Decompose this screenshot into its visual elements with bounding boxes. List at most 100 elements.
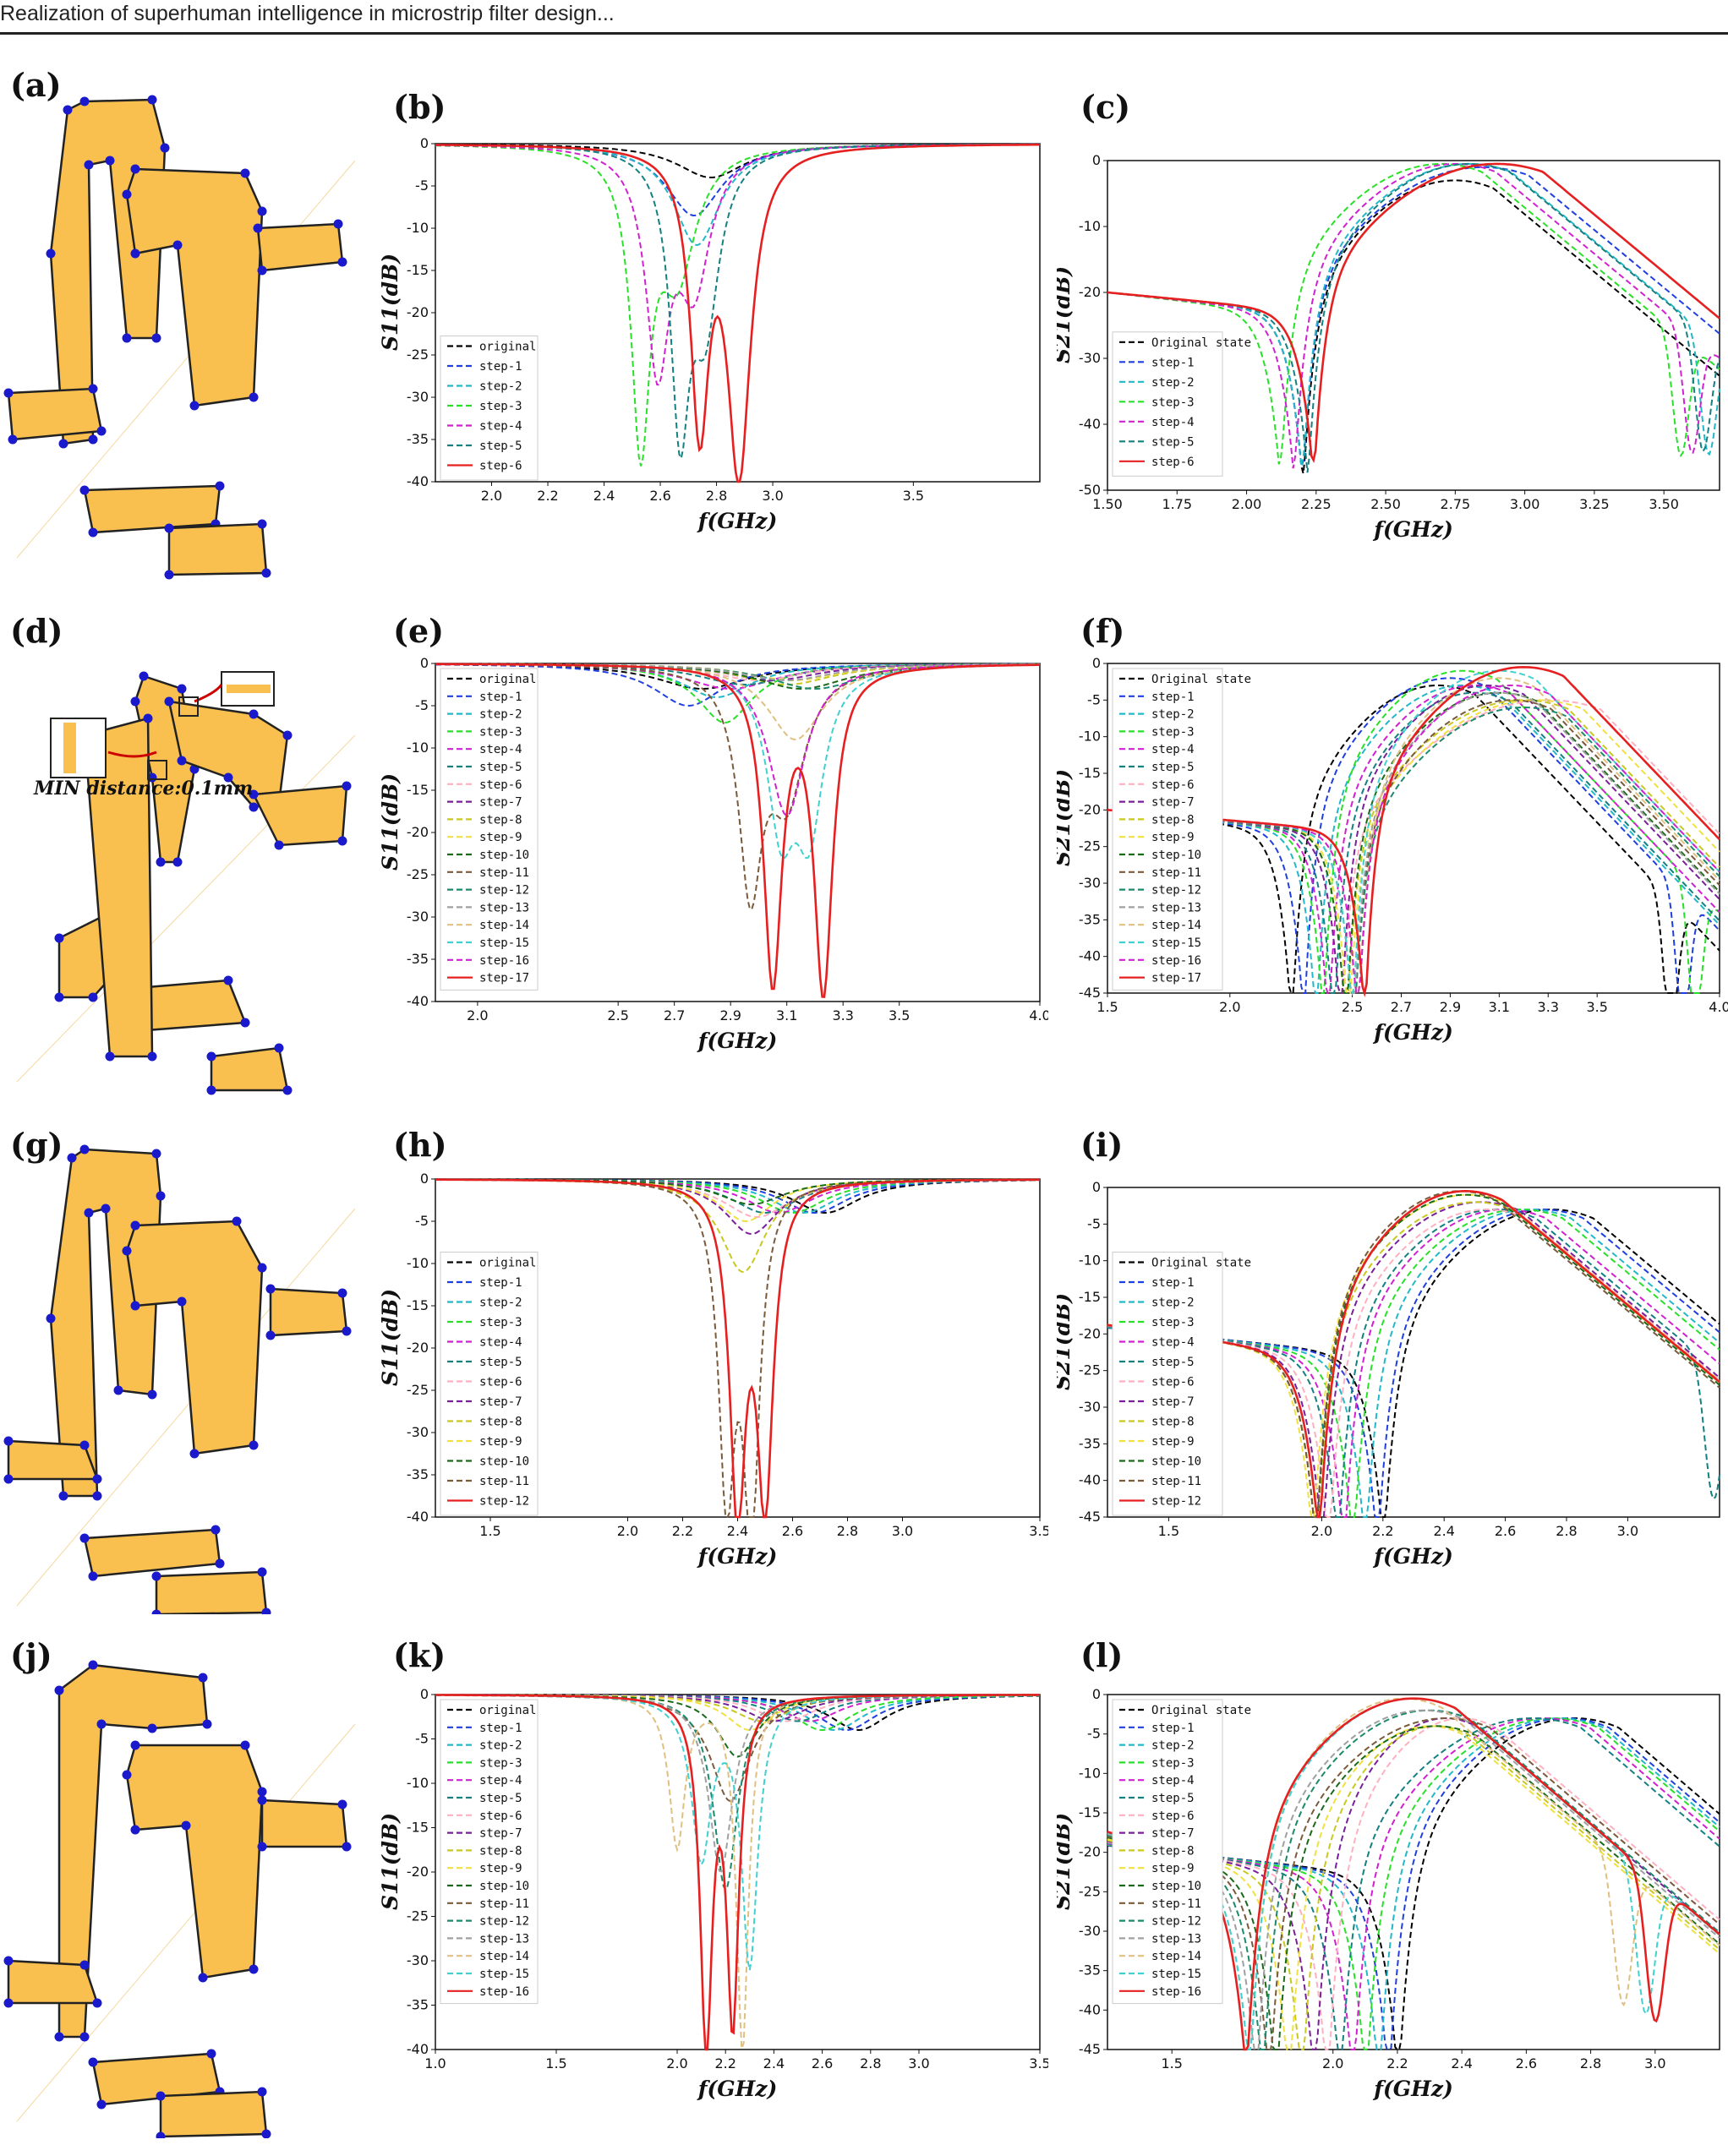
x-tick-label: 2.5	[1342, 999, 1363, 1015]
y-tick-label: -15	[407, 1820, 429, 1836]
layout-vertex	[92, 1474, 102, 1484]
layout-d-shapes	[16, 671, 356, 1095]
y-tick-label: -20	[1079, 284, 1101, 300]
legend: Original state step-1 step-2 step-3 step-4 st…	[1112, 1699, 1251, 2005]
layout-vertex	[92, 1998, 102, 2008]
legend-entry: step-6	[1151, 778, 1195, 792]
layout-vertex	[54, 992, 64, 1002]
y-tick-label: -5	[415, 697, 429, 713]
x-tick-label: 2.0	[666, 2055, 687, 2071]
x-tick-label: 3.1	[1489, 999, 1510, 1015]
layout-vertex	[58, 439, 68, 449]
legend-entry: step-1	[479, 1722, 522, 1735]
x-tick-label: 2.6	[1495, 1523, 1516, 1539]
series-step-3	[1107, 162, 1720, 465]
x-axis-label: f(GHz)	[697, 1029, 778, 1053]
layout-vertex	[257, 1567, 267, 1577]
legend-entry: original	[479, 341, 536, 354]
legend-entry: step-10	[479, 849, 529, 862]
x-tick-label: 3.0	[908, 2055, 929, 2071]
legend-entry: step-7	[479, 796, 522, 810]
y-axis-label: S11(dB)	[378, 254, 402, 351]
y-tick-label: -35	[407, 431, 429, 447]
y-axis-label: S21(dB)	[1057, 266, 1075, 363]
series-step-9	[435, 1694, 1040, 1732]
layout-segment	[7, 387, 103, 441]
series-step-15	[435, 663, 1040, 860]
layout-vertex	[189, 401, 200, 411]
layout-vertex	[249, 392, 259, 402]
y-tick-label: -40	[407, 1509, 429, 1525]
layout-vertex	[232, 1216, 242, 1226]
panel-label-d: (d)	[10, 612, 63, 650]
layout-j	[3, 1660, 356, 2138]
legend-entry: step-11	[479, 1475, 529, 1488]
x-tick-label: 3.3	[832, 1007, 853, 1023]
series-step-5	[435, 1694, 1040, 1722]
legend-entry: step-6	[479, 460, 522, 473]
y-tick-label: -40	[1079, 2001, 1101, 2017]
layout-vertex	[240, 1018, 250, 1028]
layout-vertex	[156, 2091, 166, 2101]
series-step-11	[435, 663, 1040, 911]
x-tick-label: 1.5	[1161, 2055, 1182, 2071]
x-tick-label: 2.0	[1311, 1523, 1332, 1539]
layout-vertex	[130, 696, 140, 707]
layout-vertex	[215, 481, 225, 491]
x-tick-label: 2.8	[1580, 2055, 1601, 2071]
legend-entry: step-3	[1151, 1756, 1195, 1770]
legend-box	[440, 336, 539, 481]
layout-vertex	[172, 857, 183, 867]
layout-segment	[83, 1528, 221, 1578]
x-tick-label: 3.0	[762, 488, 783, 504]
y-tick-label: 0	[1092, 1179, 1101, 1195]
layout-vertex	[202, 1719, 212, 1729]
legend-entry: step-1	[479, 360, 522, 374]
layout-segment	[210, 1046, 289, 1092]
y-tick-label: 0	[420, 135, 429, 151]
legend-entry: step-12	[479, 1495, 529, 1509]
legend-entry: original	[479, 673, 536, 686]
layout-vertex	[249, 1440, 259, 1450]
x-tick-label: 2.5	[607, 1007, 628, 1023]
x-tick-label: 3.5	[903, 488, 924, 504]
layout-segment	[167, 522, 268, 576]
y-tick-label: -20	[1079, 1844, 1101, 1860]
layout-vertex	[257, 1787, 267, 1797]
layout-segment	[269, 1287, 348, 1337]
y-tick-label: -10	[1079, 1253, 1101, 1269]
legend-box	[1112, 1699, 1223, 2005]
legend-entry: step-13	[1151, 1932, 1201, 1946]
layout-vertex	[88, 527, 98, 538]
y-tick-label: -25	[407, 1382, 429, 1398]
layout-vertex	[206, 1051, 216, 1062]
x-axis-label: f(GHz)	[697, 2077, 778, 2101]
legend-entry: step-5	[479, 1792, 522, 1805]
layout-vertex	[164, 696, 174, 707]
layout-vertex	[342, 1326, 352, 1336]
legend-entry: step-4	[1151, 416, 1195, 429]
legend-entry: step-1	[479, 690, 522, 704]
zoom-inset-left	[50, 718, 107, 778]
layout-vertex	[79, 1960, 90, 1970]
x-tick-label: 2.4	[1433, 1523, 1454, 1539]
y-tick-label: -25	[407, 866, 429, 882]
legend-box	[440, 1699, 539, 2005]
series-step-16	[435, 663, 1040, 816]
panel-label-e: (e)	[393, 612, 445, 650]
legend-box	[1112, 1252, 1223, 1516]
layout-vertex	[54, 2032, 64, 2042]
legend-entry: step-9	[1151, 831, 1195, 844]
layout-vertex	[172, 240, 183, 250]
y-tick-label: -15	[1079, 765, 1101, 781]
panel-label-i: (i)	[1080, 1126, 1124, 1164]
legend-entry: step-3	[479, 1756, 522, 1770]
layout-vertex	[156, 1191, 166, 1201]
legend: original step-1 step-2 step-3 step-4 step-5 st…	[440, 1699, 539, 2005]
layout-vertex	[215, 1558, 225, 1569]
layout-vertex	[79, 96, 90, 106]
layout-j-shapes	[3, 1660, 356, 2138]
legend-entry: step-8	[1151, 1416, 1195, 1429]
y-tick-label: -45	[1079, 2041, 1101, 2057]
x-tick-label: 2.75	[1441, 496, 1471, 512]
